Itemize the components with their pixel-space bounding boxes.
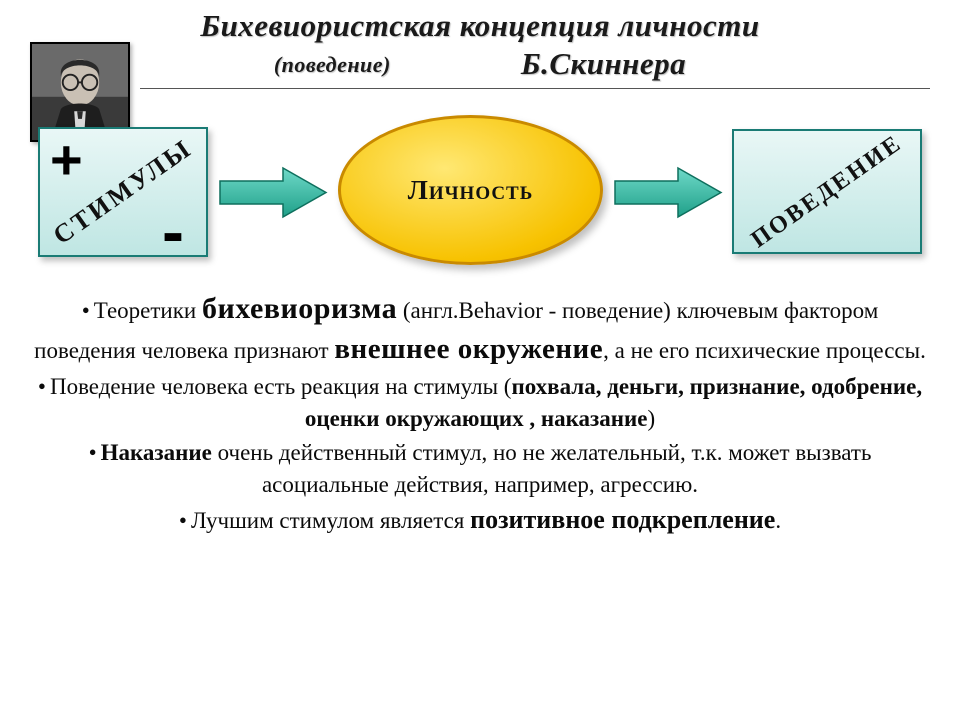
arrow-1 (218, 165, 328, 220)
title-underline (140, 88, 930, 89)
bullet-list: Теоретики бихевиоризма (англ.Behavior - … (0, 282, 960, 538)
flow-diagram: + СТИМУЛЫ - Личность (0, 97, 960, 282)
personality-label: Личность (408, 175, 534, 206)
bullet-1: Теоретики бихевиоризма (англ.Behavior - … (30, 288, 930, 369)
plus-sign: + (50, 127, 83, 192)
behavior-label: ПОВЕДЕНИЕ (746, 129, 907, 253)
arrow-2 (613, 165, 723, 220)
title-line1: Бихевиористская концепция личности (0, 8, 960, 44)
title-author: Б.Скиннера (521, 46, 686, 81)
title-block: Бихевиористская концепция личности (пове… (0, 0, 960, 84)
title-subtitle: (поведение) (274, 52, 391, 77)
bullet-4: Лучшим стимулом является позитивное подк… (30, 502, 930, 538)
bullet-3: Наказание очень действенный стимул, но н… (30, 437, 930, 500)
bullet-2: Поведение человека есть реакция на стиму… (30, 371, 930, 434)
title-line2: (поведение) Б.Скиннера (0, 46, 960, 82)
minus-sign: - (162, 193, 184, 269)
behavior-box: ПОВЕДЕНИЕ (732, 129, 922, 254)
personality-ellipse: Личность (338, 115, 603, 265)
stimuli-box: + СТИМУЛЫ - (38, 127, 208, 257)
